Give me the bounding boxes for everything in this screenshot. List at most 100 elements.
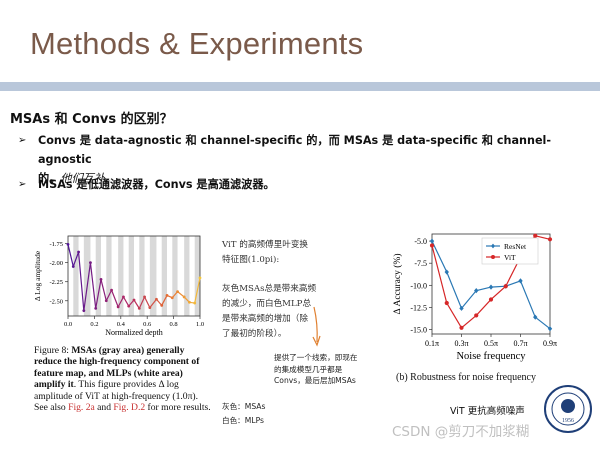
note-line: ViT 的高频傅里叶变换 bbox=[222, 240, 309, 250]
caption-link-figd2[interactable]: Fig. D.2 bbox=[113, 402, 146, 414]
legend-marker-vit bbox=[491, 255, 495, 259]
caption-end: for more results. bbox=[145, 402, 211, 414]
note-msa-mlp: 灰色MSAs总是带来高频 的减少，而白色MLP总 是带来高频的增加（除 了最初的… bbox=[222, 282, 316, 342]
data-point-resnet bbox=[518, 278, 523, 284]
data-point-resnet bbox=[547, 326, 553, 332]
y-tick-label: -2.50 bbox=[49, 298, 63, 305]
vit-robust-note: ViT 更抗高频噪声 bbox=[450, 406, 525, 417]
data-point bbox=[193, 301, 197, 305]
x-tick-label: 0.9π bbox=[543, 339, 557, 348]
series-segment bbox=[95, 279, 102, 309]
msa-band bbox=[73, 236, 79, 316]
data-point bbox=[77, 250, 80, 254]
note-legend: 灰色：MSAs 白色：MLPs bbox=[222, 400, 265, 428]
data-point-vit bbox=[488, 297, 494, 302]
data-point bbox=[89, 261, 92, 265]
slide-title: Methods & Experiments bbox=[30, 26, 364, 61]
legend-box bbox=[481, 237, 539, 265]
caption-and: and bbox=[94, 402, 114, 414]
y-axis-label: Δ Log amplitude bbox=[33, 250, 42, 301]
data-point bbox=[122, 295, 125, 299]
data-point bbox=[132, 298, 136, 302]
note-line: 了最初的阶段）。 bbox=[222, 329, 287, 339]
x-axis-label: Noise frequency bbox=[456, 351, 526, 362]
logo-year: 1956 bbox=[562, 418, 574, 424]
noise-robustness-chart: -5.0 -7.5 -10.0 -12.5 -15.0 0.1π 0.3π 0.5π 0.7π 0… bbox=[392, 233, 557, 362]
series-segment bbox=[149, 298, 157, 308]
series-segment bbox=[83, 262, 92, 311]
msa-band bbox=[172, 236, 178, 316]
data-point-vit bbox=[474, 313, 479, 318]
series-segment bbox=[67, 244, 74, 267]
bullet-2: ➢ MSAs 是低通滤波器，Convs 是高通滤波器。 bbox=[18, 175, 583, 194]
x-tick-label: 0.1π bbox=[425, 339, 439, 348]
y-tick-label: -15.0 bbox=[410, 326, 427, 335]
figure-b-caption: (b) Robustness for noise frequency bbox=[396, 372, 536, 383]
note-ensemble: 提供了一个线索，即现在 的集成模型几乎都是 Convs，最后层加MSAs bbox=[274, 352, 358, 387]
x-tick-label: 1.0 bbox=[196, 321, 204, 328]
data-point-resnet bbox=[429, 238, 435, 244]
data-point bbox=[160, 303, 164, 307]
data-point bbox=[94, 306, 98, 310]
msa-band bbox=[139, 236, 145, 316]
data-point-vit bbox=[533, 233, 538, 238]
data-point bbox=[155, 297, 158, 301]
msa-band bbox=[184, 236, 190, 316]
x-tick-label: 0.6 bbox=[143, 321, 152, 328]
y-tick-label: -5.0 bbox=[414, 237, 427, 246]
data-point-vit bbox=[503, 284, 508, 289]
data-point bbox=[198, 276, 202, 280]
data-point bbox=[143, 295, 146, 299]
y-axis-label: Δ Accuracy (%) bbox=[392, 254, 403, 315]
series-segment bbox=[138, 296, 146, 309]
bullet-arrow-icon: ➢ bbox=[18, 135, 27, 146]
y-tick-label: -1.75 bbox=[49, 241, 63, 248]
data-point bbox=[127, 304, 131, 308]
x-tick-label: 0.5π bbox=[484, 339, 498, 348]
msa-band bbox=[194, 236, 200, 316]
series-segment bbox=[177, 291, 185, 298]
x-tick-label: 0.2 bbox=[90, 321, 98, 328]
bullet-1-text-cont: 的。 bbox=[38, 172, 61, 185]
annotation-arrow-icon bbox=[312, 306, 321, 347]
series-segment bbox=[117, 296, 124, 308]
caption-link-fig2a[interactable]: Fig. 2a bbox=[68, 402, 95, 414]
note-vit-fourier: ViT 的高频傅里叶变换 特征图(1.0pi): bbox=[222, 238, 308, 268]
bullet-1: ➢ Convs 是 data-agnostic 和 channel-specif… bbox=[18, 131, 583, 188]
series-segment bbox=[161, 295, 168, 306]
series-segment bbox=[89, 262, 97, 309]
y-tick-label: -7.5 bbox=[414, 259, 427, 268]
data-point bbox=[71, 265, 75, 268]
msa-band bbox=[161, 236, 167, 316]
msa-band bbox=[118, 236, 124, 316]
caption-rest: . This figure provides Δ log amplitude o… bbox=[34, 379, 199, 414]
data-point bbox=[104, 299, 108, 303]
legend-marker-resnet bbox=[491, 243, 495, 249]
x-tick-label: 0.7π bbox=[513, 339, 527, 348]
x-tick-label: 0.0 bbox=[64, 321, 72, 328]
msa-band bbox=[106, 236, 112, 316]
series-segment bbox=[105, 289, 113, 302]
data-point bbox=[82, 309, 86, 313]
data-point bbox=[66, 242, 70, 246]
bullet-arrow-icon: ➢ bbox=[18, 179, 27, 190]
caption-bold: MSAs (gray area) generally reduce the hi… bbox=[34, 345, 200, 391]
log-amplitude-chart: -1.75 -2.00 -2.25 -2.50 0.0 0.2 0.4 0.6 0.8 1.0 No… bbox=[33, 235, 204, 337]
note-line: 是带来高频的增加（除 bbox=[222, 314, 308, 324]
note-line: 的减少，而白色MLP总 bbox=[222, 299, 312, 309]
watermark: CSDN @剪刀不加浆糊 bbox=[392, 424, 530, 440]
data-point-resnet bbox=[459, 305, 464, 311]
note-line: 特征图(1.0pi): bbox=[222, 255, 280, 265]
data-point bbox=[116, 305, 120, 309]
legend-label-resnet: ResNet bbox=[504, 242, 527, 251]
msa-band bbox=[128, 236, 134, 316]
note-line: 灰色MSAs总是带来高频 bbox=[222, 284, 317, 294]
data-point-vit bbox=[444, 300, 449, 306]
bullet-1-italic: 他们互补。 bbox=[60, 172, 117, 185]
series-segment bbox=[144, 296, 151, 308]
data-point bbox=[99, 278, 103, 281]
caption-prefix: Figure 8: bbox=[34, 345, 72, 356]
plot-frame bbox=[67, 235, 201, 317]
university-seal-logo: 1956 bbox=[544, 385, 592, 433]
note-line: 提供了一个线索，即现在 bbox=[274, 353, 358, 362]
